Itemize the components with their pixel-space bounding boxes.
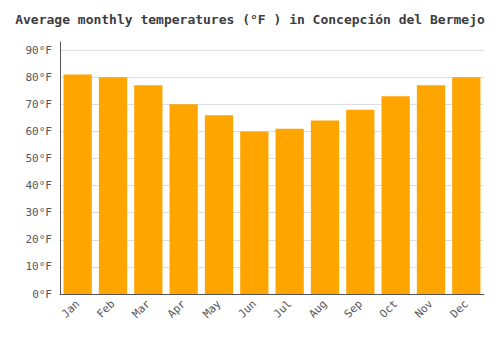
svg-text:Aug: Aug — [306, 297, 329, 320]
svg-text:20°F: 20°F — [26, 233, 53, 246]
svg-text:Apr: Apr — [165, 297, 188, 320]
svg-text:Dec: Dec — [448, 297, 471, 320]
svg-text:Mar: Mar — [130, 297, 153, 320]
svg-text:70°F: 70°F — [26, 98, 53, 111]
svg-text:Jan: Jan — [59, 297, 82, 320]
svg-text:Oct: Oct — [377, 297, 400, 320]
svg-text:30°F: 30°F — [26, 206, 53, 219]
svg-text:May: May — [200, 297, 223, 320]
svg-text:Jun: Jun — [236, 297, 259, 320]
svg-text:40°F: 40°F — [26, 179, 53, 192]
svg-text:Average monthly temperatures (: Average monthly temperatures (°F ) in Co… — [15, 12, 485, 27]
svg-text:90°F: 90°F — [26, 44, 53, 57]
svg-text:Feb: Feb — [94, 297, 117, 320]
svg-text:80°F: 80°F — [26, 71, 53, 84]
svg-text:10°F: 10°F — [26, 260, 53, 273]
svg-text:0°F: 0°F — [32, 288, 52, 301]
svg-text:50°F: 50°F — [26, 152, 53, 165]
svg-text:Sep: Sep — [342, 297, 365, 320]
svg-text:60°F: 60°F — [26, 125, 53, 138]
svg-text:Nov: Nov — [412, 297, 435, 320]
svg-text:Jul: Jul — [271, 297, 294, 320]
